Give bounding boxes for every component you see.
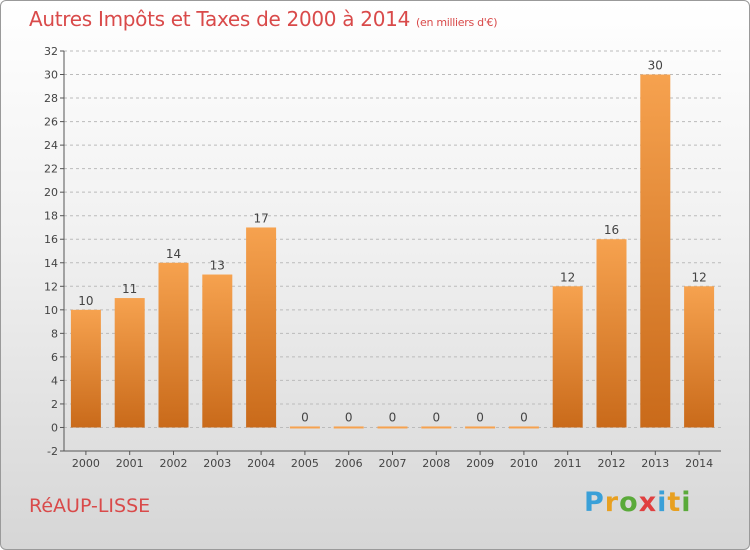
data-label: 30 bbox=[648, 59, 663, 73]
x-tick-label: 2005 bbox=[291, 457, 319, 470]
brand-letter: x bbox=[638, 487, 658, 518]
brand-logo: Proxiti bbox=[584, 487, 692, 518]
y-tick-label: 8 bbox=[51, 327, 58, 340]
y-tick-label: 4 bbox=[51, 374, 58, 387]
y-tick-label: 30 bbox=[44, 69, 58, 82]
x-tick-label: 2011 bbox=[554, 457, 582, 470]
y-tick-label: 20 bbox=[44, 186, 58, 199]
data-label: 10 bbox=[78, 294, 93, 308]
x-tick-label: 2003 bbox=[203, 457, 231, 470]
data-label: 0 bbox=[345, 410, 353, 424]
data-label: 14 bbox=[166, 247, 181, 261]
data-label: 0 bbox=[389, 410, 397, 424]
brand-letter: P bbox=[584, 487, 605, 518]
x-tick-label: 2002 bbox=[160, 457, 188, 470]
bar bbox=[640, 74, 671, 428]
y-tick-label: 24 bbox=[44, 139, 58, 152]
x-tick-label: 2013 bbox=[641, 457, 669, 470]
bar bbox=[508, 426, 539, 429]
brand-letter: i bbox=[657, 487, 668, 518]
data-label: 0 bbox=[476, 410, 484, 424]
y-tick-label: -2 bbox=[47, 445, 58, 458]
y-tick-label: 18 bbox=[44, 210, 58, 223]
data-label: 11 bbox=[122, 282, 137, 296]
chart-unit: (en milliers d'€) bbox=[416, 16, 498, 29]
bars bbox=[70, 74, 715, 429]
x-tick-label: 2000 bbox=[72, 457, 100, 470]
bar bbox=[552, 286, 583, 428]
x-tick-label: 2014 bbox=[685, 457, 713, 470]
bar bbox=[596, 239, 627, 428]
x-tick-label: 2007 bbox=[379, 457, 407, 470]
data-label: 0 bbox=[301, 410, 309, 424]
bar bbox=[158, 262, 189, 428]
y-tick-label: 2 bbox=[51, 398, 58, 411]
bar bbox=[70, 309, 101, 428]
y-tick-label: 22 bbox=[44, 163, 58, 176]
x-tick-label: 2009 bbox=[466, 457, 494, 470]
data-label: 17 bbox=[253, 211, 268, 225]
x-tick-label: 2004 bbox=[247, 457, 275, 470]
brand-letter: r bbox=[604, 487, 620, 518]
bar bbox=[246, 227, 277, 428]
data-label: 13 bbox=[210, 259, 225, 273]
x-tick-label: 2006 bbox=[335, 457, 363, 470]
y-tick-label: 32 bbox=[44, 45, 58, 58]
x-tick-label: 2008 bbox=[422, 457, 450, 470]
y-tick-label: 10 bbox=[44, 304, 58, 317]
x-tick-label: 2012 bbox=[598, 457, 626, 470]
y-tick-label: 16 bbox=[44, 233, 58, 246]
data-label: 16 bbox=[604, 223, 619, 237]
y-tick-label: 26 bbox=[44, 116, 58, 129]
y-tick-label: 12 bbox=[44, 280, 58, 293]
x-axis: 2000 2001 2002 2003 2004 2005 2006 2007 2008 2009… bbox=[64, 450, 721, 470]
brand-letter: i bbox=[681, 487, 692, 518]
bar bbox=[289, 426, 320, 429]
data-label: 12 bbox=[560, 270, 575, 284]
y-tick-label: 28 bbox=[44, 92, 58, 105]
bar bbox=[421, 426, 452, 429]
bar bbox=[465, 426, 496, 429]
bar bbox=[202, 274, 233, 428]
y-tick-label: 6 bbox=[51, 351, 58, 364]
place-name: RéAUP-LISSE bbox=[29, 495, 151, 517]
brand-letter: o bbox=[619, 487, 639, 518]
x-tick-label: 2010 bbox=[510, 457, 538, 470]
data-labels: 10 11 14 13 17 0 0 0 0 0 0 12 16 30 12 bbox=[78, 59, 706, 425]
bar bbox=[333, 426, 364, 429]
data-label: 0 bbox=[432, 410, 440, 424]
bar bbox=[114, 298, 145, 428]
y-tick-label: 0 bbox=[51, 421, 58, 434]
brand-letter: t bbox=[667, 487, 682, 518]
bar bbox=[684, 286, 715, 428]
data-label: 12 bbox=[691, 270, 706, 284]
chart-title: Autres Impôts et Taxes de 2000 à 2014 (en… bbox=[29, 7, 497, 31]
bar bbox=[377, 426, 408, 429]
chart-title-text: Autres Impôts et Taxes de 2000 à 2014 bbox=[29, 7, 410, 31]
x-tick-label: 2001 bbox=[116, 457, 144, 470]
data-label: 0 bbox=[520, 410, 528, 424]
y-tick-label: 14 bbox=[44, 257, 58, 270]
